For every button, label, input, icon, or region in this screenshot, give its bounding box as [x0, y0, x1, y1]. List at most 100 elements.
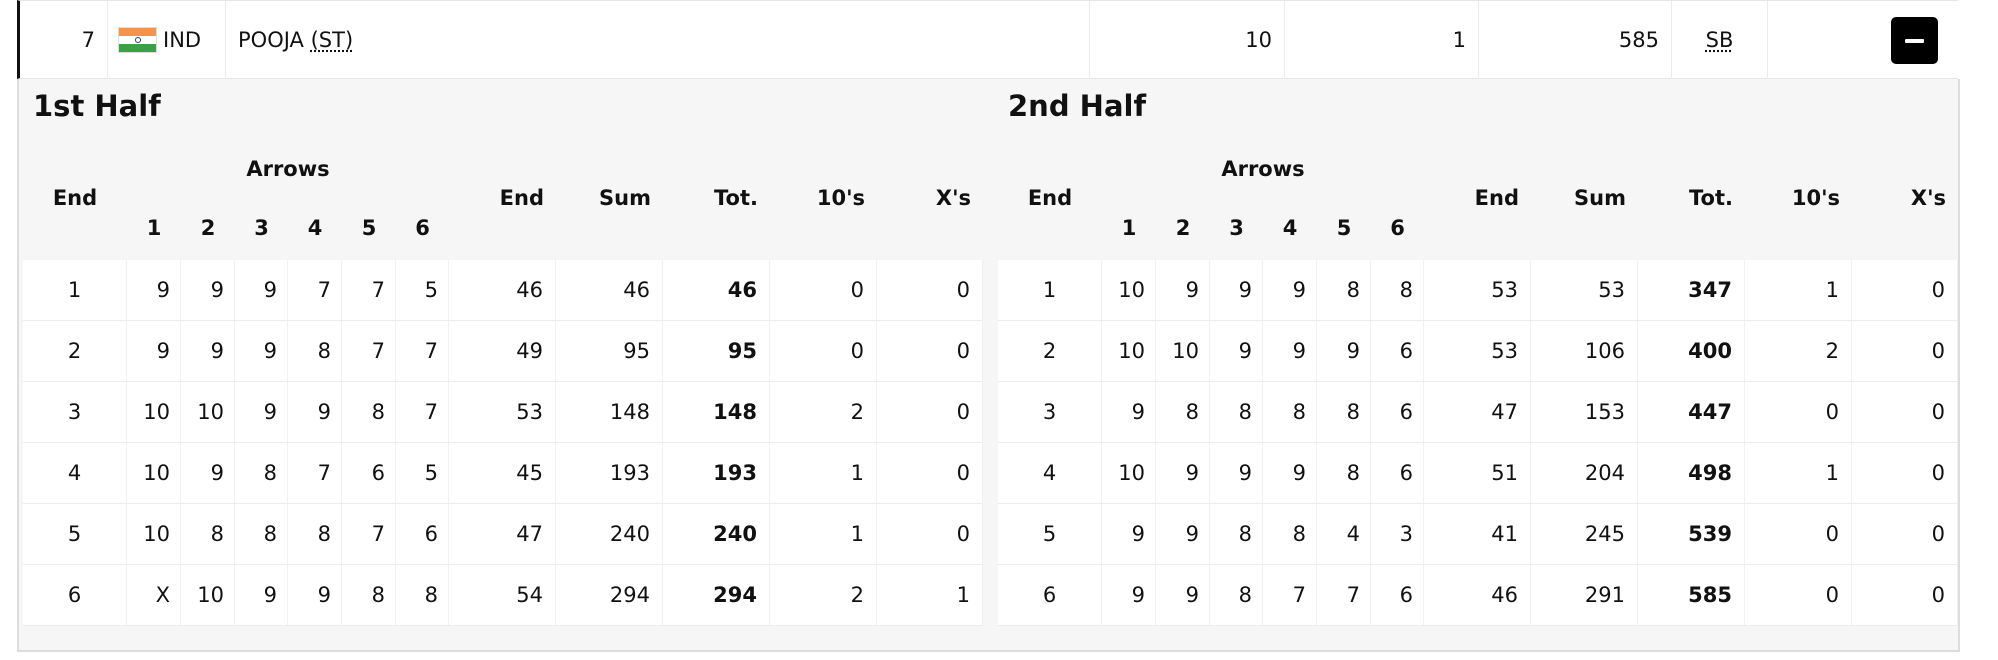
arrow-score: 6	[1371, 443, 1424, 503]
xs-count: 0	[1852, 260, 1958, 320]
end-number: 6	[998, 565, 1102, 625]
running-sum: 95	[556, 321, 663, 381]
arrow-score: 9	[235, 260, 288, 320]
end-score: 46	[1424, 565, 1531, 625]
header-sum: Sum	[1574, 186, 1626, 210]
record-badge[interactable]: SB	[1705, 28, 1734, 52]
running-sum: 153	[1531, 382, 1638, 442]
end-number: 3	[998, 382, 1102, 442]
table-row: 1 9 9 9 7 7 5 46 46 46 0 0	[23, 260, 983, 321]
end-score: 51	[1424, 443, 1531, 503]
end-number: 2	[998, 321, 1102, 381]
arrow-score: 8	[1317, 260, 1371, 320]
running-sum: 204	[1531, 443, 1638, 503]
running-total: 585	[1638, 565, 1745, 625]
running-total: 447	[1638, 382, 1745, 442]
arrow-score: 8	[342, 565, 396, 625]
end-score: 54	[449, 565, 556, 625]
running-sum: 240	[556, 504, 663, 564]
xs-count: 0	[877, 382, 983, 442]
header-end-score: End	[1474, 186, 1519, 210]
arrow-score: 9	[181, 260, 235, 320]
table-row: 5 9 9 8 8 4 3 41 245 539 0 0	[998, 504, 1958, 565]
arrow-score: 9	[1317, 321, 1371, 381]
end-score: 47	[449, 504, 556, 564]
end-number: 5	[23, 504, 127, 564]
header-sum: Sum	[599, 186, 651, 210]
tens-count: 2	[770, 565, 877, 625]
arrow-score: 8	[288, 504, 342, 564]
arrow-score: 7	[1317, 565, 1371, 625]
tens-count: 0	[1745, 565, 1852, 625]
arrow-score: 9	[235, 321, 288, 381]
score-cell: 585	[1479, 1, 1672, 79]
xs-count: 0	[1852, 504, 1958, 564]
arrow-score: 10	[181, 565, 235, 625]
table-row: 6 9 9 8 7 7 6 46 291 585 0 0	[998, 565, 1958, 626]
arrow-score: 8	[1263, 382, 1317, 442]
tens-count: 1	[1745, 443, 1852, 503]
xs-count: 0	[877, 443, 983, 503]
running-total: 400	[1638, 321, 1745, 381]
header-xs: X's	[1910, 186, 1946, 210]
athlete-row: 7 IND POOJA (ST) 10 1 585 SB	[17, 0, 1958, 79]
arrow-score: 8	[396, 565, 449, 625]
header-arrow-5: 5	[1336, 216, 1352, 240]
arrow-score: 8	[1210, 504, 1263, 564]
tens-count: 0	[1745, 504, 1852, 564]
header-arrow-3: 3	[254, 216, 269, 240]
minus-icon	[1905, 38, 1924, 43]
table-row: 2 9 9 9 8 7 7 49 95 95 0 0	[23, 321, 983, 382]
tens-count: 1	[770, 443, 877, 503]
athlete-name: POOJA	[238, 28, 304, 52]
arrow-score: 8	[1263, 504, 1317, 564]
running-sum: 291	[1531, 565, 1638, 625]
table-row: 1 10 9 9 9 8 8 53 53 347 1 0	[998, 260, 1958, 321]
arrow-score: 9	[288, 565, 342, 625]
header-total: Tot.	[1689, 186, 1733, 210]
arrow-score: 9	[235, 565, 288, 625]
header-arrow-6: 6	[1390, 216, 1405, 240]
header-arrow-1: 1	[146, 216, 162, 240]
arrow-score: 9	[235, 382, 288, 442]
arrow-score: 10	[181, 382, 235, 442]
running-total: 539	[1638, 504, 1745, 564]
arrow-score: 9	[1156, 260, 1210, 320]
header-arrow-2: 2	[200, 216, 216, 240]
arrow-score: 10	[127, 504, 181, 564]
table-row: 2 10 10 9 9 9 6 53 106 400 2 0	[998, 321, 1958, 382]
running-total: 498	[1638, 443, 1745, 503]
first-half-table: 1st Half End Arrows 1 2 3 4 5 6 End Sum Tot. 10's X's…	[23, 79, 983, 647]
running-total: 95	[663, 321, 770, 381]
arrow-score: 7	[1263, 565, 1317, 625]
tens-count: 0	[1745, 382, 1852, 442]
india-flag-icon	[118, 27, 157, 53]
arrow-score: 10	[1102, 443, 1156, 503]
athlete-category-abbr[interactable]: (ST)	[310, 28, 354, 52]
second-half-table: 2nd Half End Arrows 1 2 3 4 5 6 End Sum Tot. 10's X's…	[998, 79, 1958, 647]
running-sum: 106	[1531, 321, 1638, 381]
arrow-score: 9	[181, 321, 235, 381]
rank-cell: 7	[20, 1, 108, 79]
running-total: 294	[663, 565, 770, 625]
running-sum: 193	[556, 443, 663, 503]
running-sum: 245	[1531, 504, 1638, 564]
arrow-score: 7	[396, 382, 449, 442]
arrow-score: 10	[1102, 321, 1156, 381]
xs-cell: 1	[1285, 1, 1479, 79]
running-sum: 148	[556, 382, 663, 442]
table-row: 5 10 8 8 8 7 6 47 240 240 1 0	[23, 504, 983, 565]
arrow-score: 9	[1263, 321, 1317, 381]
arrow-score: 9	[127, 321, 181, 381]
collapse-details-button[interactable]	[1891, 17, 1938, 64]
tens-cell: 10	[1090, 1, 1285, 79]
arrow-score: 9	[1263, 260, 1317, 320]
arrow-score: 7	[342, 321, 396, 381]
xs-count: 0	[1852, 565, 1958, 625]
arrow-score: 9	[1156, 443, 1210, 503]
header-end: End	[1027, 186, 1073, 210]
arrow-score: 10	[127, 382, 181, 442]
tens-count: 10	[1245, 28, 1272, 52]
header-arrows: Arrows	[1221, 157, 1305, 181]
arrow-score: 8	[342, 382, 396, 442]
